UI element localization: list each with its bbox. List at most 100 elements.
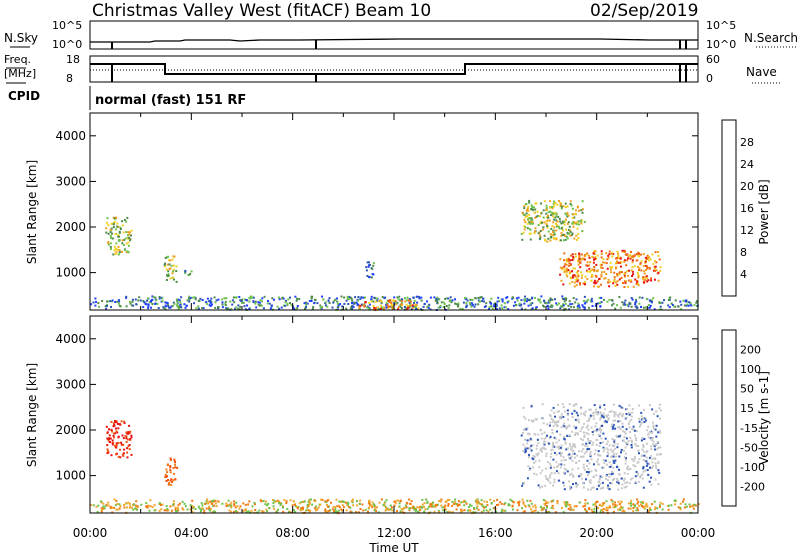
echo-cell <box>289 499 292 502</box>
echo-cell <box>240 299 243 302</box>
echo-cell <box>472 511 475 514</box>
echo-cell <box>559 446 562 449</box>
echo-cell <box>163 307 166 310</box>
echo-cell <box>198 507 201 510</box>
echo-cell <box>556 303 559 306</box>
echo-cell <box>332 506 335 509</box>
echo-cell <box>517 502 520 505</box>
echo-cell <box>158 509 161 512</box>
echo-cell <box>92 301 95 304</box>
echo-cell <box>107 450 110 453</box>
echo-cell <box>250 296 253 299</box>
echo-cell <box>635 439 638 442</box>
echo-cell <box>169 306 172 309</box>
echo-cell <box>532 208 535 211</box>
echo-cell <box>561 297 564 300</box>
echo-cell <box>613 440 616 443</box>
echo-cell <box>655 269 658 272</box>
echo-cell <box>638 504 641 507</box>
echo-cell <box>576 205 579 208</box>
x-tick-label: 12:00 <box>377 526 412 540</box>
echo-cell <box>165 301 168 304</box>
echo-cell <box>553 211 556 214</box>
echo-cell <box>586 448 589 450</box>
echo-cell <box>535 215 538 218</box>
echo-cell <box>601 425 604 427</box>
echo-cell <box>612 425 615 428</box>
echo-cell <box>615 281 617 284</box>
echo-cell <box>231 299 234 302</box>
echo-cell <box>635 437 637 440</box>
echo-cell <box>642 446 645 448</box>
echo-cell <box>254 509 257 511</box>
echo-cell <box>572 267 575 270</box>
echo-cell <box>610 299 613 301</box>
echo-cell <box>126 506 128 509</box>
echo-cell <box>528 221 531 224</box>
echo-cell <box>397 298 400 301</box>
echo-cell <box>406 307 409 310</box>
echo-cell <box>235 306 238 309</box>
echo-cell <box>560 454 562 457</box>
echo-cell <box>469 298 472 301</box>
echo-cell <box>564 505 567 508</box>
echo-cell <box>605 262 608 265</box>
echo-cell <box>120 250 123 253</box>
echo-cell <box>556 224 559 227</box>
echo-cell <box>544 238 547 241</box>
echo-cell <box>548 300 551 303</box>
echo-cell <box>644 256 647 259</box>
echo-cell <box>171 480 174 483</box>
echo-cell <box>619 508 622 511</box>
echo-cell <box>247 510 250 513</box>
x-axis-label: Time UT <box>368 541 419 554</box>
echo-cell <box>552 419 555 422</box>
echo-cell <box>637 276 640 279</box>
echo-cell <box>580 209 583 212</box>
echo-cell <box>170 483 173 486</box>
echo-cell <box>528 439 531 442</box>
echo-cell <box>650 476 652 479</box>
echo-cell <box>457 302 460 305</box>
echo-cell <box>171 258 174 261</box>
echo-cell <box>596 488 599 491</box>
echo-cell <box>495 304 498 307</box>
echo-cell <box>360 303 363 306</box>
echo-cell <box>635 298 638 301</box>
echo-cell <box>127 251 130 254</box>
echo-cell <box>294 295 297 298</box>
echo-cell <box>539 472 542 475</box>
echo-cell <box>420 299 423 302</box>
echo-cell <box>384 501 387 504</box>
echo-cell <box>359 508 362 510</box>
echo-cell <box>625 485 628 488</box>
echo-cell <box>647 473 650 476</box>
echo-cell <box>467 509 469 512</box>
echo-cell <box>221 306 224 309</box>
echo-cell <box>601 509 604 512</box>
echo-cell <box>610 498 613 501</box>
echo-cell <box>554 437 557 440</box>
echo-cell <box>562 416 565 418</box>
echo-cell <box>151 506 154 508</box>
echo-cell <box>455 508 458 511</box>
echo-cell <box>617 252 620 255</box>
echo-cell <box>625 457 627 460</box>
echo-cell <box>574 432 577 435</box>
echo-cell <box>376 297 379 300</box>
echo-cell <box>164 257 167 259</box>
echo-cell <box>423 511 425 514</box>
echo-cell <box>670 504 673 507</box>
echo-cell <box>636 280 638 283</box>
echo-cell <box>144 302 147 305</box>
echo-cell <box>581 443 584 446</box>
echo-cell <box>564 503 567 506</box>
echo-cell <box>313 507 316 510</box>
echo-cell <box>488 300 491 303</box>
echo-cell <box>540 212 543 215</box>
echo-cell <box>645 464 648 467</box>
echo-cell <box>602 258 605 261</box>
echo-cell <box>233 503 236 506</box>
